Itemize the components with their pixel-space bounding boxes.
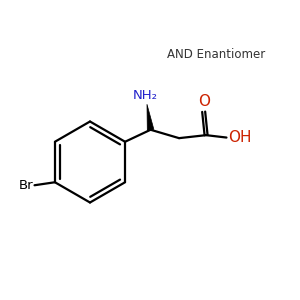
Text: O: O bbox=[198, 94, 210, 109]
Text: NH₂: NH₂ bbox=[133, 89, 158, 102]
Polygon shape bbox=[147, 104, 154, 130]
Text: OH: OH bbox=[228, 130, 251, 145]
Text: Br: Br bbox=[19, 179, 33, 192]
Text: AND Enantiomer: AND Enantiomer bbox=[167, 47, 265, 61]
